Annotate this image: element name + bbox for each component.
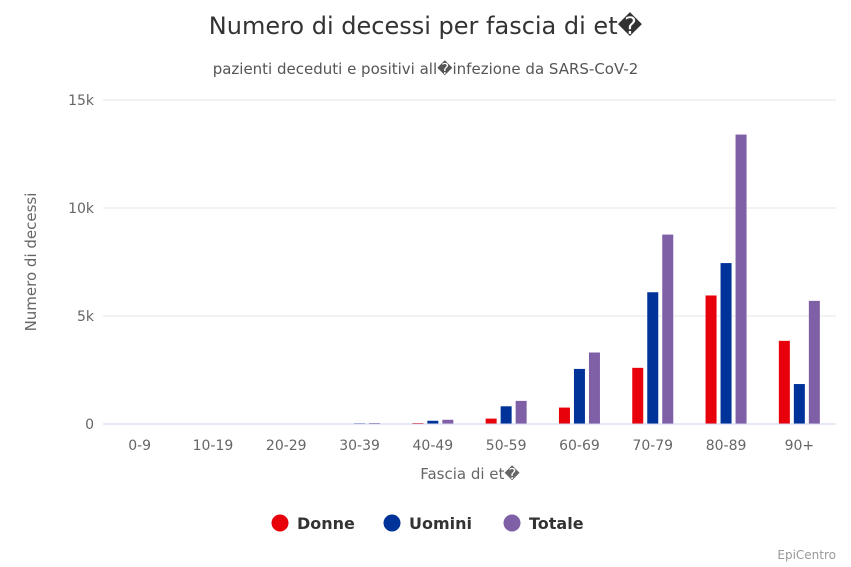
x-tick-label: 50-59	[486, 438, 527, 454]
legend-marker	[503, 514, 521, 532]
bar-totale-60-69[interactable]	[588, 352, 600, 424]
x-tick-label: 10-19	[193, 438, 234, 454]
legend-item-totale[interactable]: Totale	[503, 514, 584, 533]
y-tick-label: 5k	[77, 309, 95, 325]
y-tick-label: 15k	[68, 93, 95, 109]
y-tick-label: 10k	[68, 201, 95, 217]
y-axis-title: Numero di decessi	[22, 193, 40, 332]
x-tick-label: 0-9	[128, 438, 151, 454]
bar-totale-30-39[interactable]	[369, 422, 381, 424]
bar-totale-70-79[interactable]	[662, 234, 674, 424]
legend-marker	[271, 514, 289, 532]
x-tick-label: 20-29	[266, 438, 307, 454]
x-axis-ticks: 0-9 10-19 20-29 30-39 40-49 50-59 60-69 70-79 80…	[128, 438, 814, 454]
chart-title: Numero di decessi per fascia di et�	[209, 12, 643, 40]
bar-uomini-50-59[interactable]	[500, 406, 512, 424]
bar-uomini-70-79[interactable]	[647, 292, 659, 424]
credit-label[interactable]: EpiCentro	[777, 548, 836, 562]
bar-uomini-40-49[interactable]	[427, 420, 439, 424]
bar-donne-90+[interactable]	[778, 340, 790, 424]
x-tick-label: 40-49	[413, 438, 454, 454]
bar-totale-80-89[interactable]	[735, 134, 747, 424]
bar-uomini-60-69[interactable]	[573, 368, 585, 424]
x-tick-label: 90+	[785, 438, 815, 454]
bar-donne-70-79[interactable]	[632, 367, 644, 424]
bar-totale-90+[interactable]	[808, 300, 820, 424]
legend: Donne Uomini Totale	[271, 514, 584, 533]
x-tick-label: 30-39	[339, 438, 380, 454]
legend-label: Uomini	[409, 514, 472, 533]
x-tick-label: 60-69	[559, 438, 600, 454]
bars	[119, 134, 820, 424]
bar-uomini-80-89[interactable]	[720, 263, 732, 424]
x-tick-label: 70-79	[632, 438, 673, 454]
legend-label: Totale	[529, 514, 584, 533]
bar-uomini-90+[interactable]	[793, 384, 805, 424]
x-axis-title: Fascia di et�	[420, 465, 520, 483]
y-tick-label: 0	[85, 417, 94, 433]
bar-totale-50-59[interactable]	[515, 400, 527, 424]
bar-donne-50-59[interactable]	[485, 418, 497, 424]
bar-donne-80-89[interactable]	[705, 295, 717, 424]
x-tick-label: 80-89	[706, 438, 747, 454]
bar-totale-40-49[interactable]	[442, 419, 454, 424]
legend-item-uomini[interactable]: Uomini	[383, 514, 473, 533]
y-axis-ticks: 0 5k 10k 15k	[68, 93, 95, 433]
legend-item-donne[interactable]: Donne	[271, 514, 356, 533]
legend-marker	[383, 514, 401, 532]
legend-label: Donne	[297, 514, 355, 533]
chart-subtitle: pazienti deceduti e positivi all�infezio…	[213, 60, 639, 78]
bar-donne-60-69[interactable]	[558, 407, 570, 424]
